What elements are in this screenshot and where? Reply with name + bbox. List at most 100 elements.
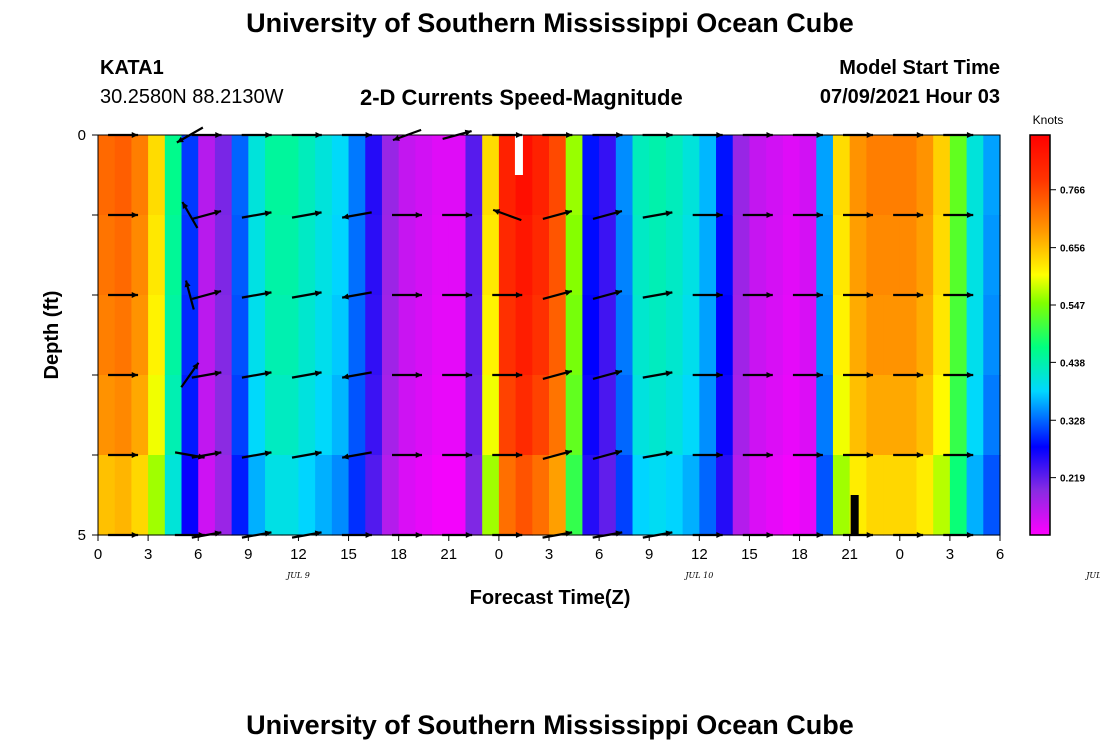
chart-subtitle: 2-D Currents Speed-Magnitude — [360, 85, 683, 110]
heatmap-cell — [565, 375, 584, 456]
heatmap-cell — [766, 215, 784, 296]
current-arrow-head — [916, 451, 924, 459]
current-arrow-head — [816, 291, 823, 299]
heatmap-cell — [148, 135, 166, 216]
x-tick-label: 9 — [244, 546, 252, 563]
heatmap-cell — [498, 295, 517, 376]
current-arrow-head — [766, 451, 773, 459]
heatmap-cell — [716, 295, 734, 376]
heatmap-cell — [214, 135, 233, 216]
heatmap-cell — [849, 135, 867, 216]
current-arrow-head — [866, 451, 874, 459]
heatmap-cell — [148, 295, 166, 376]
heatmap-cell — [799, 455, 817, 536]
heatmap-cell — [682, 295, 700, 376]
heatmap-cell — [549, 295, 567, 376]
heatmap-cell — [164, 455, 183, 536]
current-arrow-head — [866, 291, 874, 299]
heatmap-cell — [749, 375, 767, 456]
x-tick-label: 18 — [791, 546, 808, 563]
heatmap-cell — [682, 135, 700, 216]
heatmap-cell — [665, 295, 684, 376]
heatmap-cell — [716, 135, 734, 216]
heatmap-cell — [281, 455, 300, 536]
heatmap-cell — [732, 215, 751, 296]
heatmap-cell — [766, 135, 784, 216]
heatmap-cell — [148, 375, 166, 456]
heatmap-cell — [549, 455, 567, 536]
heatmap-cell — [549, 135, 567, 216]
current-arrow-head — [464, 129, 472, 136]
current-arrow-head — [314, 210, 322, 217]
heatmap-cell — [231, 215, 249, 296]
heatmap-cell — [164, 135, 183, 216]
heatmap-cell — [916, 375, 934, 456]
heatmap-cell — [716, 215, 734, 296]
current-arrow-head — [342, 213, 349, 220]
heatmap-cell — [432, 215, 450, 296]
legend-tick-label: 0.547 — [1060, 301, 1085, 312]
heatmap-cell — [381, 135, 400, 216]
heatmap-cell — [331, 375, 350, 456]
y-tick-label: 0 — [78, 127, 86, 144]
heatmap-cell — [198, 375, 216, 456]
current-arrow-head — [214, 289, 222, 296]
heatmap-cell — [682, 455, 700, 536]
x-tick-label: 21 — [841, 546, 858, 563]
current-arrow-head — [342, 373, 349, 380]
heatmap-cell — [198, 135, 216, 216]
heatmap-cell — [265, 215, 283, 296]
heatmap-cell — [298, 135, 316, 216]
x-tick-label: 0 — [94, 546, 102, 563]
heatmap-cell — [615, 295, 634, 376]
heatmap-cell — [716, 455, 734, 536]
heatmap-cell — [782, 375, 801, 456]
heatmap-cell — [131, 295, 149, 376]
x-tick-label: 18 — [390, 546, 407, 563]
heatmap-cell — [365, 295, 383, 376]
heatmap-cell — [281, 295, 300, 376]
color-legend: Knots 0.766 0.656 0.547 0.438 0.328 0.219 — [1029, 113, 1085, 536]
legend-tick-label: 0.766 — [1060, 186, 1085, 197]
heatmap-cell — [532, 375, 550, 456]
heatmap-cell — [398, 295, 416, 376]
heatmap-cell — [298, 455, 316, 536]
heatmap-cell — [749, 455, 767, 536]
heatmap-cell — [164, 295, 183, 376]
heatmap-cell — [231, 295, 249, 376]
legend-tick-label: 0.656 — [1060, 244, 1085, 255]
x-axis: 0 3 6 9 12 15 18 21 0 3 6 9 12 15 18 21 0 3 6 JUL 9 JUL 10 JU… — [94, 535, 1100, 580]
heatmap-cell — [315, 295, 333, 376]
heatmap-cell — [348, 455, 366, 536]
heatmap-cell — [899, 295, 918, 376]
heatmap-cell — [782, 135, 801, 216]
heatmap-cell — [699, 455, 717, 536]
x-tick-label: 3 — [144, 546, 152, 563]
heatmap-cell — [749, 215, 767, 296]
heatmap-cell — [281, 375, 300, 456]
heatmap-cell — [231, 135, 249, 216]
current-arrow-head — [264, 450, 272, 457]
heatmap-cell — [599, 215, 617, 296]
model-start-label: Model Start Time — [839, 57, 1000, 79]
heatmap-cell — [883, 455, 901, 536]
heatmap-cell — [615, 375, 634, 456]
heatmap-cell — [649, 375, 667, 456]
heatmap-cell — [565, 295, 584, 376]
heatmap-cell — [331, 135, 350, 216]
heatmap-cell — [682, 375, 700, 456]
heatmap-cell — [615, 455, 634, 536]
heatmap-cell — [899, 455, 918, 536]
current-arrow-head — [465, 291, 473, 299]
current-arrow-head — [214, 370, 222, 377]
heatmap-cell — [599, 375, 617, 456]
heatmap-cell — [582, 455, 600, 536]
heatmap-cell — [398, 455, 416, 536]
heatmap-cell — [498, 375, 517, 456]
heatmap-cell — [832, 295, 851, 376]
heatmap-cell — [465, 455, 483, 536]
heatmap-cell — [866, 215, 884, 296]
heatmap-cell — [365, 375, 383, 456]
current-arrow-head — [131, 211, 139, 219]
